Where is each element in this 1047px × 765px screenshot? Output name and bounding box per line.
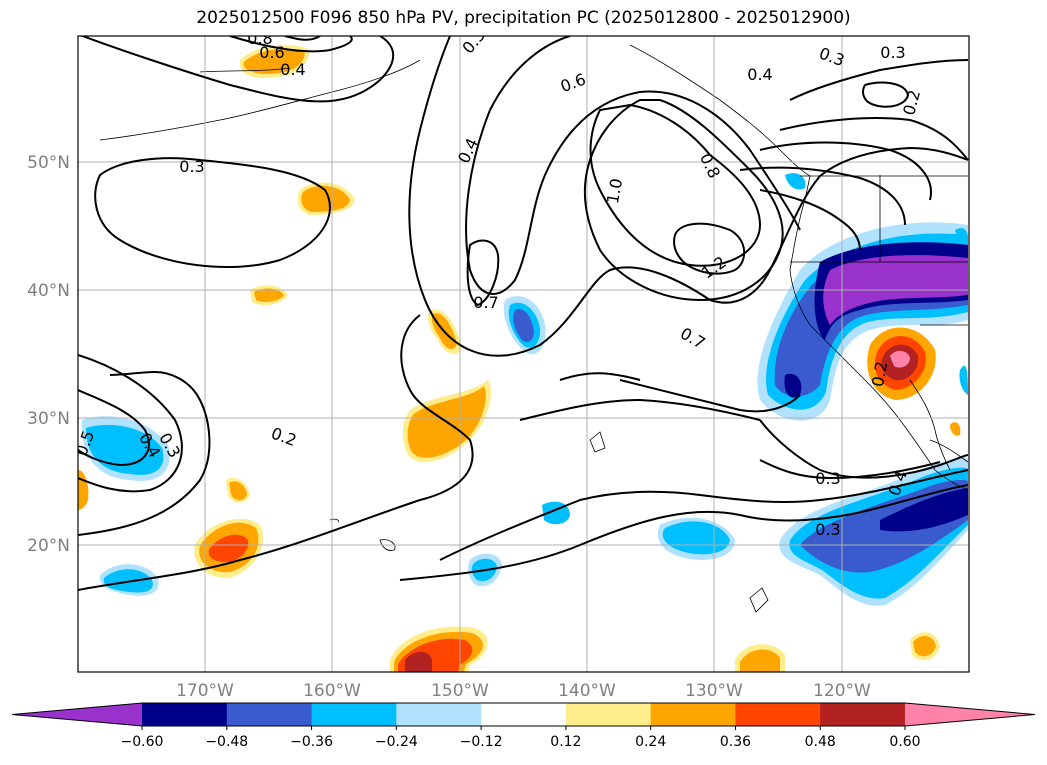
longitude-labels: 170°W 160°W 150°W 140°W 130°W 120°W (176, 681, 871, 701)
colorbar-extend-min (12, 703, 142, 726)
coastlines (99, 44, 969, 613)
colorbar-tick-label: −0.48 (205, 734, 248, 750)
colorbar-segment (142, 703, 228, 726)
colorbar: −0.60 −0.48 −0.36 −0.24 −0.12 0.12 0.24 0.36 0.4… (11, 702, 1036, 750)
colorbar-segment (311, 703, 397, 726)
contour-label: 0.4 (747, 65, 772, 84)
latitude-labels: 50°N 40°N 30°N 20°N (27, 153, 70, 556)
contour-label: 0.3 (179, 157, 204, 176)
colorbar-tick-label: −0.60 (121, 734, 164, 750)
lat-label-20n: 20°N (27, 536, 70, 556)
contour-label: 0.7 (473, 293, 498, 312)
map-title: 2025012500 F096 850 hPa PV, precipitatio… (196, 8, 851, 28)
colorbar-segment (820, 703, 906, 726)
colorbar-tick-label: 0.60 (889, 734, 920, 750)
contour-label: 0.4 (280, 60, 305, 79)
contour-label: 1.0 (603, 177, 626, 205)
lon-label-150w: 150°W (431, 681, 489, 701)
colorbar-tick-label: −0.12 (460, 734, 503, 750)
colorbar-segment (735, 703, 821, 726)
colorbar-tick-label: −0.36 (290, 734, 333, 750)
lon-label-120w: 120°W (813, 681, 871, 701)
colorbar-segment (481, 703, 567, 726)
lat-label-50n: 50°N (27, 153, 70, 173)
pv-contours (78, 36, 969, 591)
contour-label: 0.6 (259, 43, 284, 62)
lon-label-130w: 130°W (685, 681, 743, 701)
colorbar-tick-label: 0.36 (720, 734, 751, 750)
lat-label-40n: 40°N (27, 281, 70, 301)
lon-label-160w: 160°W (303, 681, 361, 701)
contour-label: 0.3 (815, 520, 840, 539)
precip-shading (78, 44, 968, 672)
contour-label: 0.8 (247, 29, 272, 48)
contour-label: 0.2 (868, 360, 891, 388)
colorbar-tick-label: 0.48 (805, 734, 836, 750)
colorbar-tick-label: −0.24 (375, 734, 418, 750)
map-frame (77, 35, 970, 673)
contour-label: 0.3 (880, 43, 905, 62)
colorbar-segment (396, 703, 482, 726)
colorbar-extend-max (905, 703, 1035, 726)
lon-label-170w: 170°W (176, 681, 234, 701)
contour-label: 0.3 (815, 469, 840, 488)
colorbar-tick-label: 0.12 (550, 734, 581, 750)
colorbar-segment (226, 703, 313, 726)
colorbar-tick-label: 0.24 (635, 734, 666, 750)
lon-label-140w: 140°W (558, 681, 616, 701)
colorbar-segment (650, 703, 736, 726)
colorbar-segment (565, 703, 652, 726)
lat-label-30n: 30°N (27, 409, 70, 429)
